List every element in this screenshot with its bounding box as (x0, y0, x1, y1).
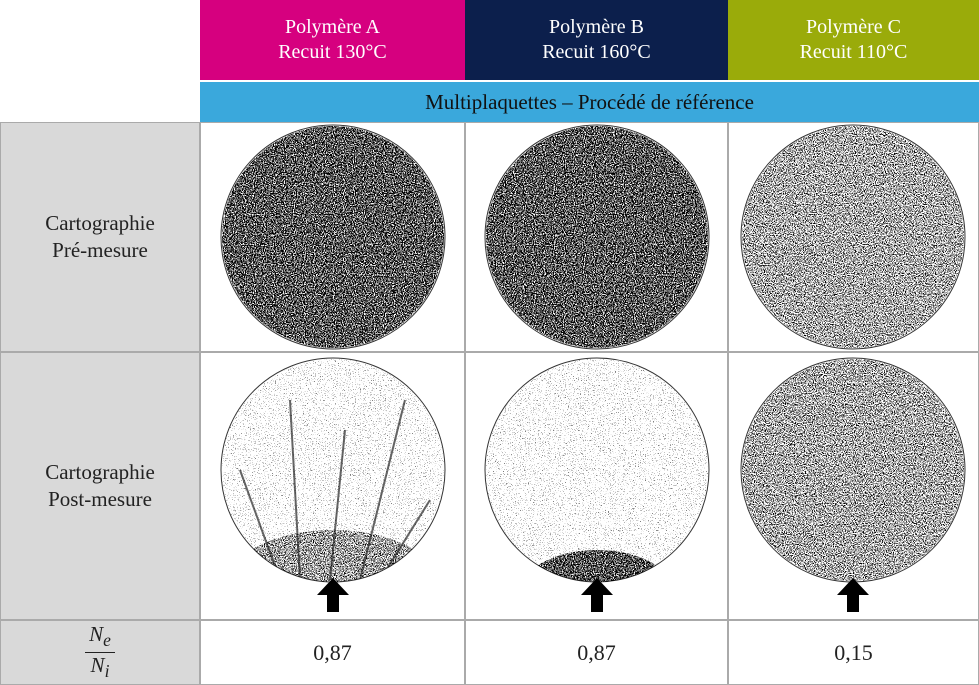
header-cell: Polymère C Recuit 110°C (728, 0, 979, 80)
subscript: e (103, 630, 111, 650)
polymer: Polymère C (806, 16, 901, 38)
label: Pré-mesure (52, 238, 148, 262)
arrow (837, 578, 869, 612)
wafer (484, 357, 710, 583)
polymer: Polymère A (285, 16, 380, 38)
row-label: Cartographie Pré-mesure (0, 122, 200, 352)
polymer: Polymère B (549, 16, 644, 38)
anneal: Recuit 110°C (799, 41, 908, 63)
anneal: Recuit 160°C (542, 41, 651, 63)
subscript: i (104, 661, 110, 682)
wafer (220, 357, 446, 583)
wafer (484, 124, 710, 350)
ratio-label: Ne Ni (0, 620, 200, 685)
arrow (581, 578, 613, 612)
cell (465, 352, 728, 620)
header-cell: Polymère B Recuit 160°C (465, 0, 728, 80)
ratio-value: 0,87 (465, 620, 728, 685)
cell (200, 352, 465, 620)
row-label: Cartographie Post-mesure (0, 352, 200, 620)
cell (465, 122, 728, 352)
header-cell: Polymère A Recuit 130°C (200, 0, 465, 80)
label: Cartographie (45, 460, 155, 484)
wafer (740, 357, 966, 583)
arrow (317, 578, 349, 612)
anneal: Recuit 130°C (278, 41, 387, 63)
symbol: N (89, 621, 104, 646)
numerator: Ne (85, 622, 115, 653)
label: Post-mesure (48, 487, 152, 511)
subheader: Multiplaquettes – Procédé de référence (200, 82, 979, 122)
wafer (740, 124, 966, 350)
label: Cartographie (45, 211, 155, 235)
cell (200, 122, 465, 352)
wafer (220, 124, 446, 350)
denominator: Ni (91, 653, 110, 683)
symbol: N (90, 653, 105, 677)
